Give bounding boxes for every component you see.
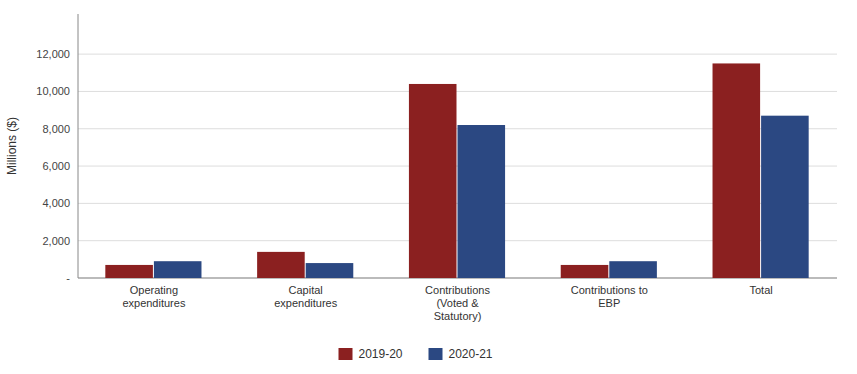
bar [257,252,305,278]
grid-line [78,54,837,55]
legend-label: 2020-21 [449,347,493,361]
chart-container: - 2,000 4,000 6,000 8,000 10,000 12,000 Million… [0,0,857,374]
x-tick-label-line: expenditures [274,297,337,309]
x-tick-label-line: Operating [130,284,178,296]
x-tick-label: Operatingexpenditures [122,284,185,309]
legend-swatch [429,348,443,360]
x-tick-label: Total [749,284,772,296]
y-tick-label: 2,000 [42,235,70,247]
x-tick-label-line: Contributions [425,284,490,296]
y-tick-label: 8,000 [42,123,70,135]
x-tick-label-line: Total [749,284,772,296]
bar [761,116,809,278]
bar [609,261,657,278]
x-tick-label: Contributions(Voted &Statutory) [425,284,490,322]
bars [105,63,808,278]
bar [409,84,457,278]
x-tick-label: Contributions toEBP [571,284,648,309]
y-axis-line [78,14,79,278]
legend-swatch [339,348,353,360]
x-tick-label-line: Capital [289,284,323,296]
bar [306,263,354,278]
y-tick-label: 4,000 [42,197,70,209]
x-tick-label: Capitalexpenditures [274,284,337,309]
x-tick-label-line: expenditures [122,297,185,309]
y-tick-label: 10,000 [36,85,70,97]
x-tick-label-line: Contributions to [571,284,648,296]
legend: 2019-20 2020-21 [339,347,493,361]
y-axis-label: Millions ($) [5,117,19,175]
bar [561,265,609,278]
y-tick-label: 6,000 [42,160,70,172]
x-tick-label-line: (Voted & [436,297,479,309]
bar [713,63,761,278]
bar [105,265,153,278]
y-tick-label: 12,000 [36,48,70,60]
x-tick-label-line: EBP [598,297,620,309]
x-tick-label-line: Statutory) [434,310,482,322]
chart-svg: - 2,000 4,000 6,000 8,000 10,000 12,000 Million… [0,0,857,374]
bar [458,125,506,278]
y-tick-label: - [66,272,70,284]
bar [154,261,202,278]
legend-label: 2019-20 [359,347,403,361]
